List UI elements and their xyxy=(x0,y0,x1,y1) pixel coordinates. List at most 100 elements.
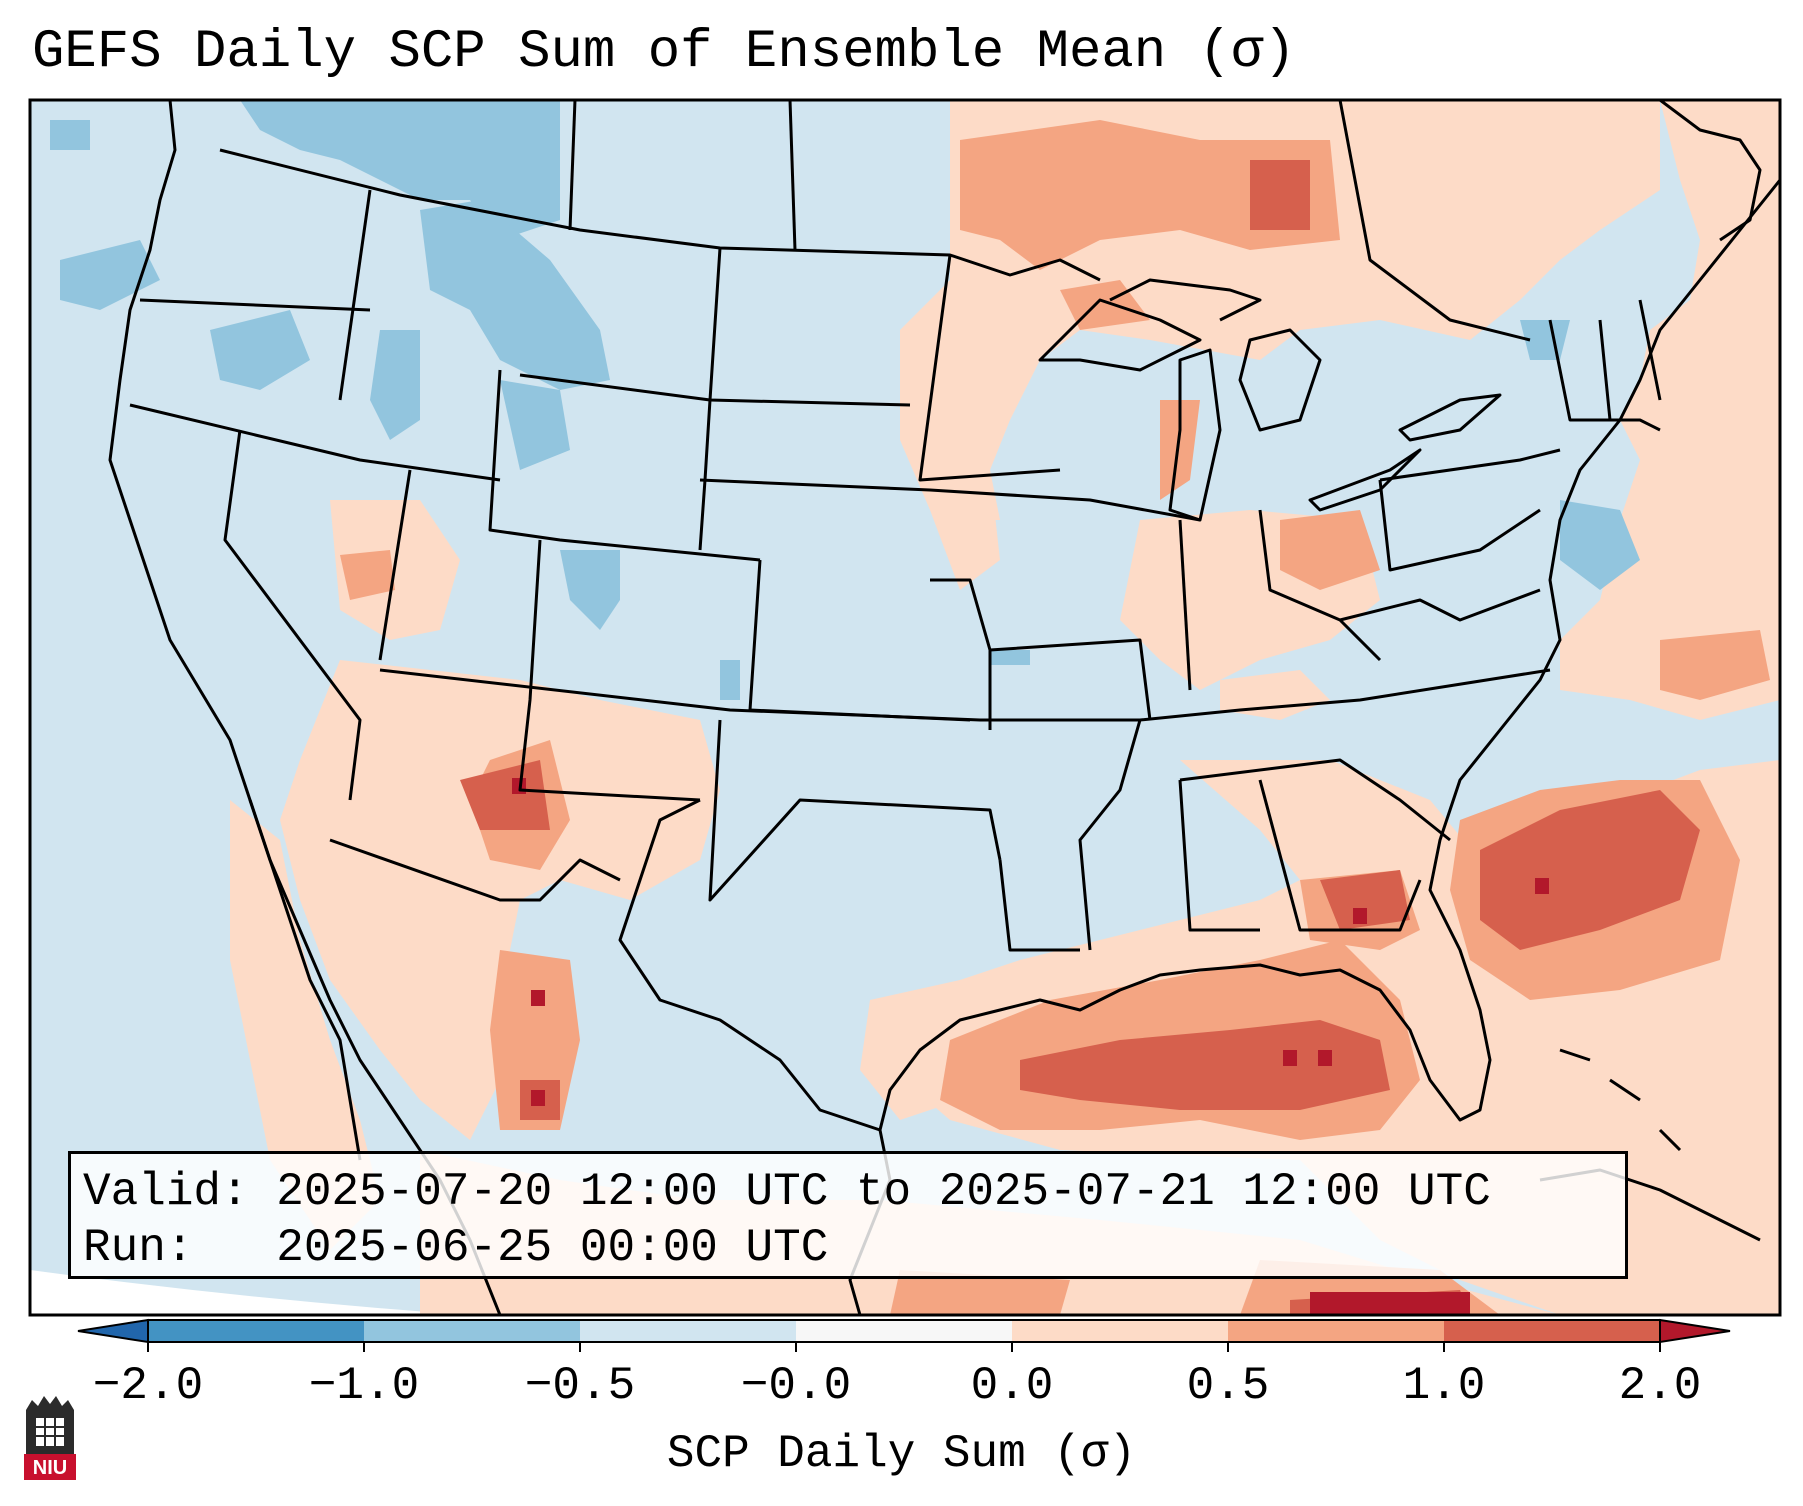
state-border xyxy=(1178,519,1192,691)
anomaly-region xyxy=(1480,790,1700,950)
state-border xyxy=(1338,100,1531,342)
colorbar-label: SCP Daily Sum (σ) xyxy=(666,1428,1137,1480)
coastline xyxy=(248,799,362,1161)
country-border xyxy=(219,148,1101,282)
anomaly-cell xyxy=(531,1090,545,1106)
colorbar-over-arrow xyxy=(1659,1318,1731,1344)
state-border xyxy=(1179,758,1451,842)
state-border xyxy=(488,369,761,562)
valid-time-text: Valid: 2025-07-20 12:00 UTC to 2025-07-2… xyxy=(83,1166,1491,1218)
colorbar-tick-label: 0.0 xyxy=(971,1360,1054,1412)
anomaly-region xyxy=(560,550,620,630)
colorbar-tick-label: 2.0 xyxy=(1619,1360,1702,1412)
state-border xyxy=(1378,479,1541,572)
anomaly-region xyxy=(990,650,1030,665)
colorbar-bin xyxy=(148,1320,365,1342)
map-panel xyxy=(30,100,1780,1315)
anomaly-cell xyxy=(1283,1050,1297,1066)
colorbar-bin xyxy=(1444,1320,1661,1342)
colorbar-bin xyxy=(1228,1320,1445,1342)
state-border xyxy=(998,859,1080,952)
map-frame xyxy=(28,98,1782,1317)
colorbar-bin xyxy=(580,1320,797,1342)
state-border xyxy=(1339,588,1541,622)
anomaly-cell xyxy=(1318,1050,1332,1066)
country-border xyxy=(329,838,621,902)
anomaly-cell xyxy=(1310,1292,1470,1315)
state-border xyxy=(568,100,577,231)
run-time-text: Run: 2025-06-25 00:00 UTC xyxy=(83,1222,829,1274)
anomaly-region xyxy=(50,120,90,150)
anomaly-region xyxy=(370,330,420,440)
lake-shore xyxy=(1168,348,1222,522)
lake-shore xyxy=(1398,393,1502,442)
state-border xyxy=(1379,448,1561,482)
chart-title: GEFS Daily SCP Sum of Ensemble Mean (σ) xyxy=(32,22,1296,83)
logo-text: NIU xyxy=(33,1457,67,1479)
colorbar-under-arrow xyxy=(77,1318,149,1344)
state-border xyxy=(518,539,701,802)
colorbar-tick-label: −1.0 xyxy=(309,1360,419,1412)
anomaly-region xyxy=(1660,630,1770,700)
state-border xyxy=(1548,319,1661,432)
colorbar-bin xyxy=(364,1320,581,1342)
colorbar-tick-label: −0.0 xyxy=(741,1360,851,1412)
coastline xyxy=(108,100,502,1315)
colorbar-bin xyxy=(1012,1320,1229,1342)
niu-logo: NIU xyxy=(24,1396,76,1480)
colorbar: −2.0 −1.0 −0.5 −0.0 0.0 0.5 1.0 2.0 xyxy=(77,1318,1731,1412)
anomaly-region xyxy=(960,120,1340,270)
logo-window xyxy=(36,1418,64,1446)
anomaly-region xyxy=(720,660,740,700)
validity-info-box: Valid: 2025-07-20 12:00 UTC to 2025-07-2… xyxy=(68,1151,1628,1279)
state-border xyxy=(698,247,722,551)
anomaly-region xyxy=(420,200,610,390)
logo-badge xyxy=(24,1454,76,1480)
state-border xyxy=(1178,779,1260,932)
state-border xyxy=(930,578,992,730)
state-border xyxy=(223,429,362,801)
anomaly-region xyxy=(1320,870,1410,930)
anomaly-region xyxy=(1250,160,1310,230)
lake-shore xyxy=(1038,298,1202,372)
anomaly-region xyxy=(460,760,550,830)
anomaly-region xyxy=(890,1270,1070,1315)
anomaly-region xyxy=(230,800,380,1250)
state-border xyxy=(139,298,371,312)
lake-shore xyxy=(1109,278,1262,322)
state-border xyxy=(129,403,501,482)
anomaly-region xyxy=(500,380,570,470)
colorbar-tick-label: 1.0 xyxy=(1403,1360,1486,1412)
coastline xyxy=(1659,100,1762,242)
anomaly-cell xyxy=(1353,908,1367,924)
logo-window-grid xyxy=(36,1418,64,1446)
anomaly-region xyxy=(1020,1020,1390,1110)
anomaly-region xyxy=(340,550,395,600)
state-border xyxy=(1598,319,1612,421)
state-borders xyxy=(108,100,1780,1315)
anomaly-region xyxy=(1220,670,1330,720)
state-border xyxy=(989,638,1152,721)
lake-shore xyxy=(1308,448,1422,512)
coastline xyxy=(878,179,1780,1181)
colorbar-tick-label: −2.0 xyxy=(93,1360,203,1412)
state-border xyxy=(708,719,1002,902)
coastline xyxy=(1559,1048,1682,1152)
colorbar-outline xyxy=(147,1319,1661,1343)
colorbar-bin xyxy=(796,1320,1013,1342)
state-border xyxy=(1078,719,1142,951)
anomaly-region xyxy=(1160,400,1200,500)
state-border xyxy=(1638,299,1662,401)
state-border xyxy=(699,478,1201,522)
colorbar-tick-label: −0.5 xyxy=(525,1360,635,1412)
state-border xyxy=(1258,509,1382,662)
state-border xyxy=(918,254,1061,482)
colorbar-tick-label: 0.5 xyxy=(1187,1360,1270,1412)
anomaly-region xyxy=(210,310,310,390)
anomaly-region xyxy=(1560,500,1640,590)
lake-shore xyxy=(1238,328,1322,432)
anomaly-cell xyxy=(531,990,545,1006)
country-border xyxy=(618,798,881,1132)
state-border xyxy=(338,189,372,401)
